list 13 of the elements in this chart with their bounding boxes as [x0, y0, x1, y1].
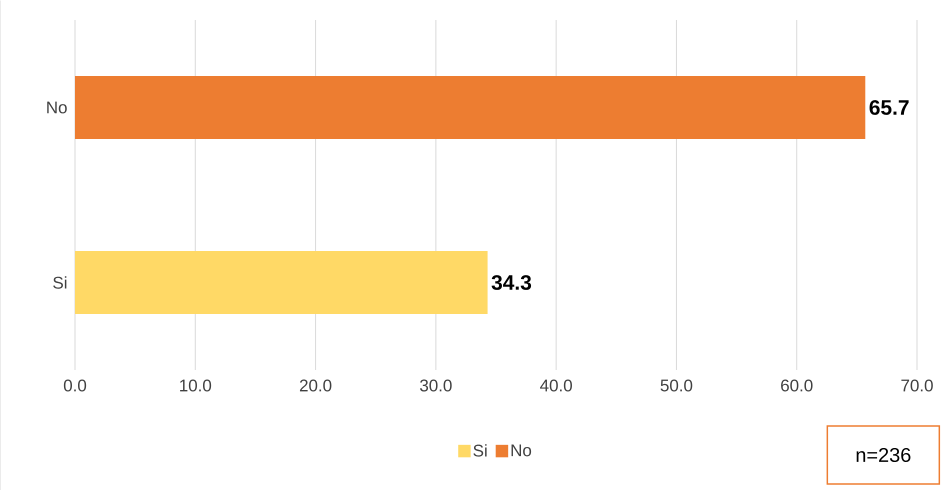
x-tick-label: 60.0 — [781, 380, 813, 392]
text: n=236 — [856, 448, 910, 462]
x-tick-label: 30.0 — [420, 380, 452, 392]
x-tick-label: 0.0 — [64, 380, 86, 392]
x-tick-label: 50.0 — [660, 380, 692, 392]
data-label: 65.7 — [870, 100, 909, 115]
x-tick-label: 20.0 — [300, 380, 332, 392]
legend-label: Si — [473, 444, 487, 457]
data-label: 34.3 — [492, 275, 532, 290]
x-tick-label: 10.0 — [180, 380, 212, 392]
x-tick-label: 40.0 — [540, 380, 572, 392]
legend-label: No — [512, 444, 532, 456]
x-tick-label: 70.0 — [901, 380, 933, 392]
